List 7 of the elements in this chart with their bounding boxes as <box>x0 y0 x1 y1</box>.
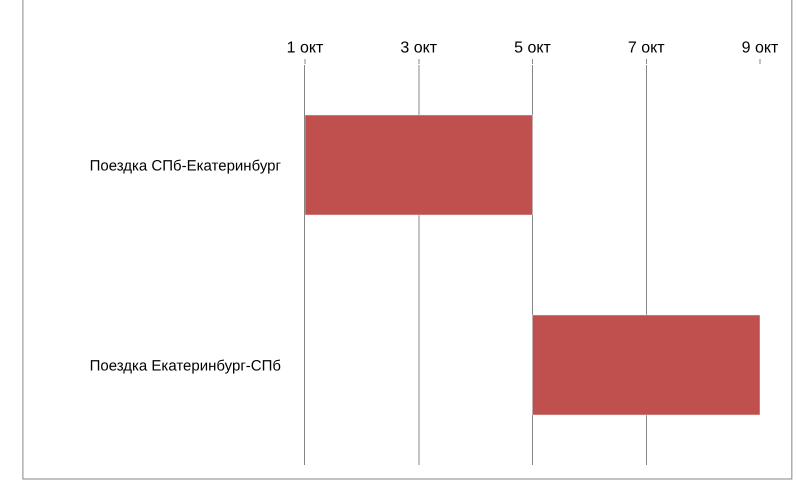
x-tick-label: 3 окт <box>400 40 438 57</box>
x-tick-label: 7 окт <box>628 40 666 57</box>
y-tick-label: Поездка СПб-Екатеринбург <box>90 157 282 174</box>
x-tick-label: 9 окт <box>742 40 780 57</box>
x-tick-label: 5 окт <box>514 40 552 57</box>
y-tick-label: Поездка Екатеринбург-СПб <box>90 357 281 374</box>
x-tick-label: 1 окт <box>286 40 324 57</box>
